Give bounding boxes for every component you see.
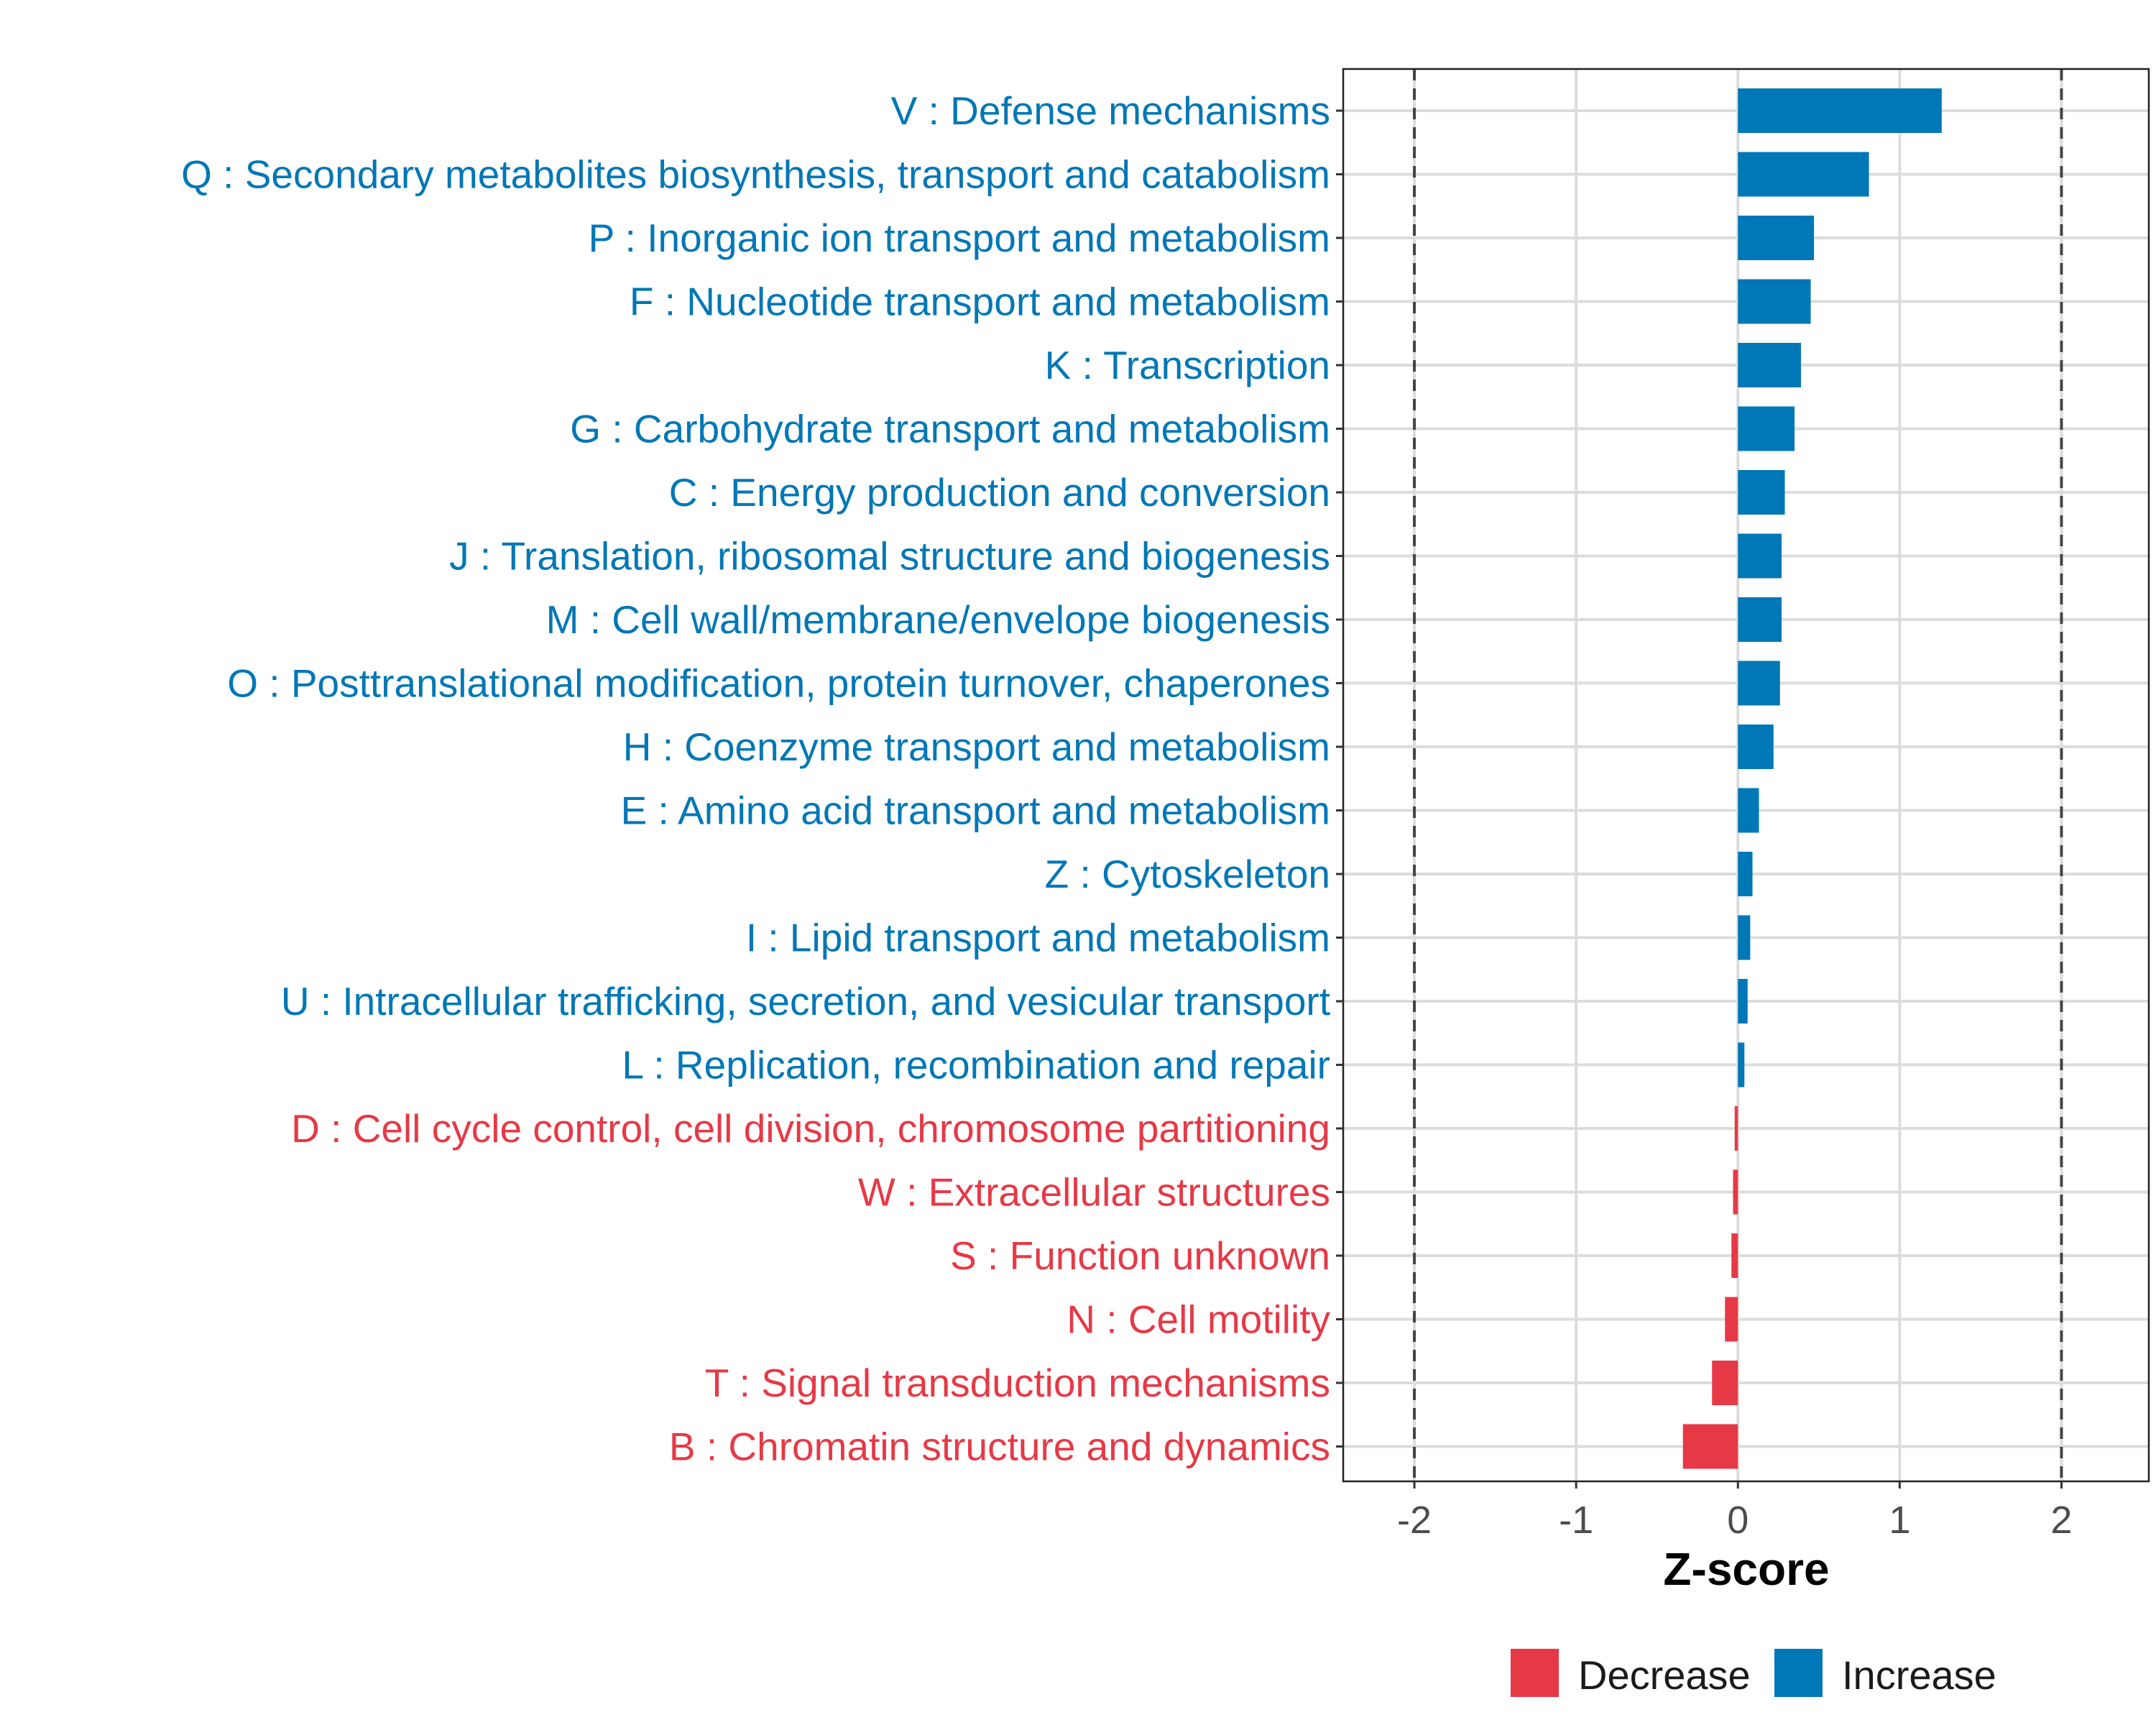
x-tick-label: 0	[1727, 1499, 1749, 1542]
bar	[1738, 343, 1802, 387]
category-label: M : Cell wall/membrane/envelope biogenes…	[546, 597, 1330, 642]
category-label: S : Function unknown	[950, 1233, 1330, 1278]
category-label: F : Nucleotide transport and metabolism	[630, 280, 1330, 324]
category-label: Q : Secondary metabolites biosynthesis, …	[181, 152, 1330, 197]
bar	[1738, 788, 1759, 833]
bar	[1738, 279, 1811, 324]
category-label: D : Cell cycle control, cell division, c…	[291, 1106, 1330, 1151]
panel-border	[1342, 68, 2150, 1483]
x-tick-label: -1	[1559, 1499, 1593, 1542]
bar	[1682, 1424, 1738, 1469]
x-axis-title: Z-score	[1663, 1543, 1829, 1595]
bar	[1738, 470, 1785, 515]
bar	[1738, 597, 1782, 642]
reference-lines	[1413, 69, 2063, 1481]
bar	[1738, 915, 1751, 960]
category-labels: V : Defense mechanisms Q : Secondary meta…	[181, 88, 1343, 1469]
category-label: C : Energy production and conversion	[669, 470, 1330, 515]
category-label: T : Signal transduction mechanisms	[705, 1361, 1330, 1405]
category-label: U : Intracellular trafficking, secretion…	[281, 979, 1330, 1024]
bar	[1731, 1233, 1738, 1278]
legend-swatch-decrease	[1511, 1649, 1559, 1697]
category-label: G : Carbohydrate transport and metabolis…	[570, 407, 1330, 451]
bar	[1738, 661, 1780, 706]
bar	[1734, 1106, 1738, 1151]
bar	[1738, 979, 1748, 1024]
category-label: N : Cell motility	[1067, 1297, 1330, 1342]
legend-swatch-increase	[1774, 1649, 1823, 1697]
bar	[1738, 406, 1795, 451]
bars	[1682, 88, 1942, 1469]
bar	[1738, 852, 1753, 896]
category-label: P : Inorganic ion transport and metaboli…	[589, 216, 1330, 260]
bar	[1738, 533, 1782, 579]
legend-label-increase: Increase	[1842, 1652, 1996, 1698]
bar	[1738, 152, 1869, 197]
legend-label-decrease: Decrease	[1578, 1652, 1751, 1698]
bar	[1725, 1297, 1738, 1342]
category-label: W : Extracellular structures	[858, 1170, 1330, 1215]
bar	[1738, 1042, 1745, 1087]
bar	[1712, 1361, 1738, 1405]
category-label: H : Coenzyme transport and metabolism	[623, 724, 1330, 769]
x-tick-label: -2	[1397, 1499, 1432, 1542]
category-label: O : Posttranslational modification, prot…	[227, 661, 1330, 706]
category-label: J : Translation, ribosomal structure and…	[449, 534, 1330, 579]
category-label: Z : Cytoskeleton	[1045, 852, 1330, 896]
x-tick-label: 2	[2050, 1499, 2072, 1542]
category-label: K : Transcription	[1045, 343, 1330, 387]
category-label: V : Defense mechanisms	[891, 88, 1330, 133]
bar	[1738, 216, 1815, 260]
category-label: I : Lipid transport and metabolism	[746, 916, 1330, 960]
bar	[1738, 88, 1942, 133]
legend: Decrease Increase	[1511, 1649, 1996, 1698]
x-axis-ticks: -2 -1 0 1 2	[1397, 1481, 2072, 1542]
bar	[1738, 724, 1774, 769]
category-label: E : Amino acid transport and metabolism	[621, 788, 1330, 833]
x-tick-label: 1	[1889, 1499, 1910, 1542]
bar	[1733, 1169, 1738, 1215]
category-label: B : Chromatin structure and dynamics	[669, 1425, 1330, 1469]
category-label: L : Replication, recombination and repai…	[622, 1043, 1330, 1087]
